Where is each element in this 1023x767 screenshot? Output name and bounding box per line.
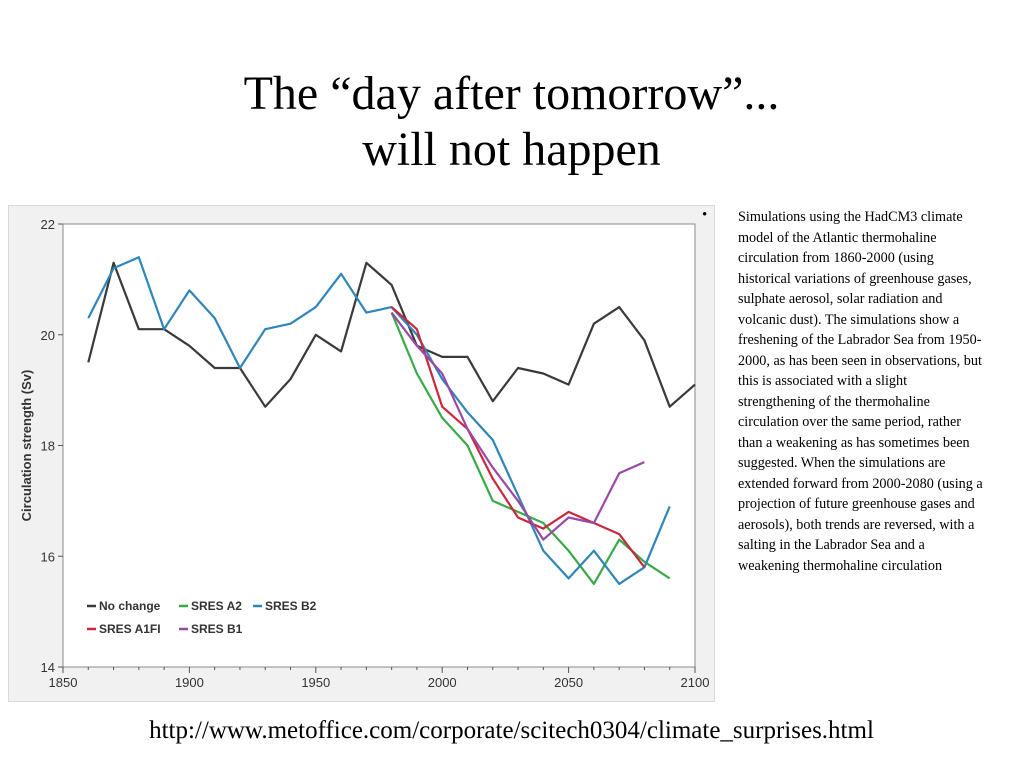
y-tick-label: 18	[41, 439, 55, 454]
y-tick-label: 14	[41, 660, 55, 675]
bullet-dot: •	[702, 207, 708, 223]
bullet-text: Simulations using the HadCM3 climate mod…	[738, 209, 983, 574]
y-tick-label: 20	[41, 328, 55, 343]
circulation-chart: 14 16 18 20 22 1850 1900 1950 2000 2050 2100 Circul…	[19, 217, 710, 690]
legend-label: SRES A1FI	[99, 622, 161, 636]
y-tick-label: 22	[41, 217, 55, 232]
x-tick-label: 2050	[554, 675, 583, 690]
slide-title: The “day after tomorrow”... will not hap…	[0, 66, 1023, 178]
legend-label: SRES B2	[265, 599, 317, 613]
y-axis-label: Circulation strength (Sv)	[19, 370, 34, 522]
source-url: http://www.metoffice.com/corporate/scite…	[149, 717, 874, 744]
chart-image: 14 16 18 20 22 1850 1900 1950 2000 2050 2100 Circul…	[8, 205, 715, 702]
x-tick-label: 2000	[428, 675, 457, 690]
x-tick-label: 1850	[49, 675, 78, 690]
series-line-sres-a1fi	[390, 306, 646, 568]
series-line-no-change	[87, 261, 696, 408]
series-line-sres-b2	[87, 256, 671, 585]
title-line-1: The “day after tomorrow”...	[243, 67, 780, 120]
series-line-sres-a2	[390, 312, 671, 585]
x-tick-label: 1950	[301, 675, 330, 690]
legend-label: SRES B1	[191, 622, 243, 636]
y-tick-label: 16	[41, 549, 55, 564]
legend-label: SRES A2	[191, 599, 242, 613]
x-tick-label: 2100	[681, 675, 710, 690]
x-tick-label: 1900	[175, 675, 204, 690]
legend-label: No change	[99, 599, 161, 613]
title-line-2: will not happen	[362, 123, 661, 176]
series-line-sres-b1	[390, 311, 645, 541]
plot-area	[62, 223, 696, 668]
